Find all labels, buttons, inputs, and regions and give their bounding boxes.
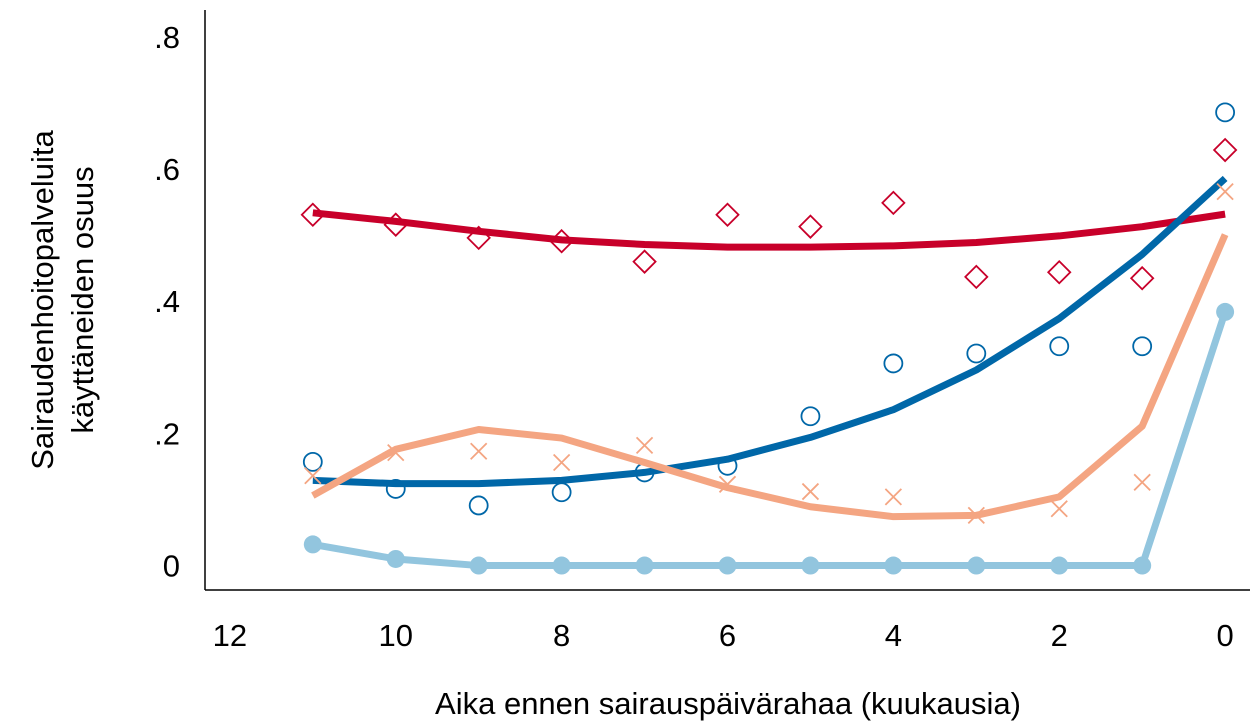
diamond-marker — [798, 214, 823, 239]
y-tick-label: 0 — [163, 548, 180, 583]
dot-marker — [469, 556, 488, 575]
x-marker — [304, 467, 322, 485]
x-tick-label: 8 — [553, 618, 570, 653]
diamond-marker — [881, 190, 906, 216]
x-marker — [470, 442, 488, 460]
diamond-marker — [1129, 265, 1155, 291]
circle-marker — [551, 482, 572, 503]
dot-marker — [1216, 302, 1235, 321]
trend-line — [311, 233, 1229, 521]
circle-marker — [468, 495, 489, 516]
x-tick-label: 12 — [213, 618, 247, 653]
x-tick-label: 2 — [1051, 618, 1068, 653]
x-tick-label: 4 — [885, 618, 902, 653]
x-marker — [1216, 183, 1234, 201]
dot-marker — [1050, 556, 1069, 575]
x-tick-label: 10 — [379, 618, 413, 653]
dot-marker — [967, 556, 986, 575]
y-tick-label: .4 — [154, 284, 180, 319]
dot-marker — [552, 556, 571, 575]
y-tick-label: .6 — [154, 152, 180, 187]
x-tick-label: 6 — [719, 618, 736, 653]
x-marker — [1133, 473, 1151, 491]
x-marker — [884, 488, 903, 506]
circle-marker — [385, 479, 406, 499]
trend-line — [312, 310, 1229, 570]
circle-marker — [883, 353, 904, 374]
dot-marker — [801, 556, 820, 575]
circle-marker — [800, 406, 821, 427]
circle-marker — [302, 451, 323, 472]
circle-marker — [1132, 336, 1153, 357]
y-axis-label-line: käyttäneiden osuus — [65, 166, 100, 433]
diamond-marker — [1212, 137, 1238, 163]
circle-marker — [1049, 336, 1070, 357]
y-axis-label-line: Sairaudenhoitopalveluita — [25, 129, 60, 469]
dot-marker — [303, 535, 322, 554]
x-tick-label: 0 — [1216, 618, 1233, 653]
circle-marker — [966, 343, 987, 364]
trend-line — [312, 209, 1226, 251]
trend-line — [312, 175, 1228, 488]
dot-marker — [386, 549, 405, 568]
diamond-marker — [632, 249, 657, 274]
x-marker — [635, 436, 654, 454]
y-tick-label: .8 — [154, 20, 180, 55]
x-marker — [801, 482, 820, 501]
dot-marker — [1133, 556, 1152, 575]
x-marker — [1050, 500, 1068, 518]
diamond-marker — [1046, 259, 1072, 285]
y-tick-label: .2 — [154, 416, 180, 451]
dot-marker — [884, 556, 903, 575]
x-axis-label: Aika ennen sairauspäivärahaa (kuukausia) — [435, 686, 1021, 721]
dot-marker — [718, 556, 737, 575]
x-marker — [552, 453, 571, 472]
dot-marker — [635, 556, 654, 575]
diamond-marker — [715, 202, 740, 228]
circle-marker — [1215, 102, 1236, 123]
diamond-marker — [964, 264, 989, 290]
y-axis-label: Sairaudenhoitopalveluita käyttäneiden os… — [25, 129, 100, 469]
